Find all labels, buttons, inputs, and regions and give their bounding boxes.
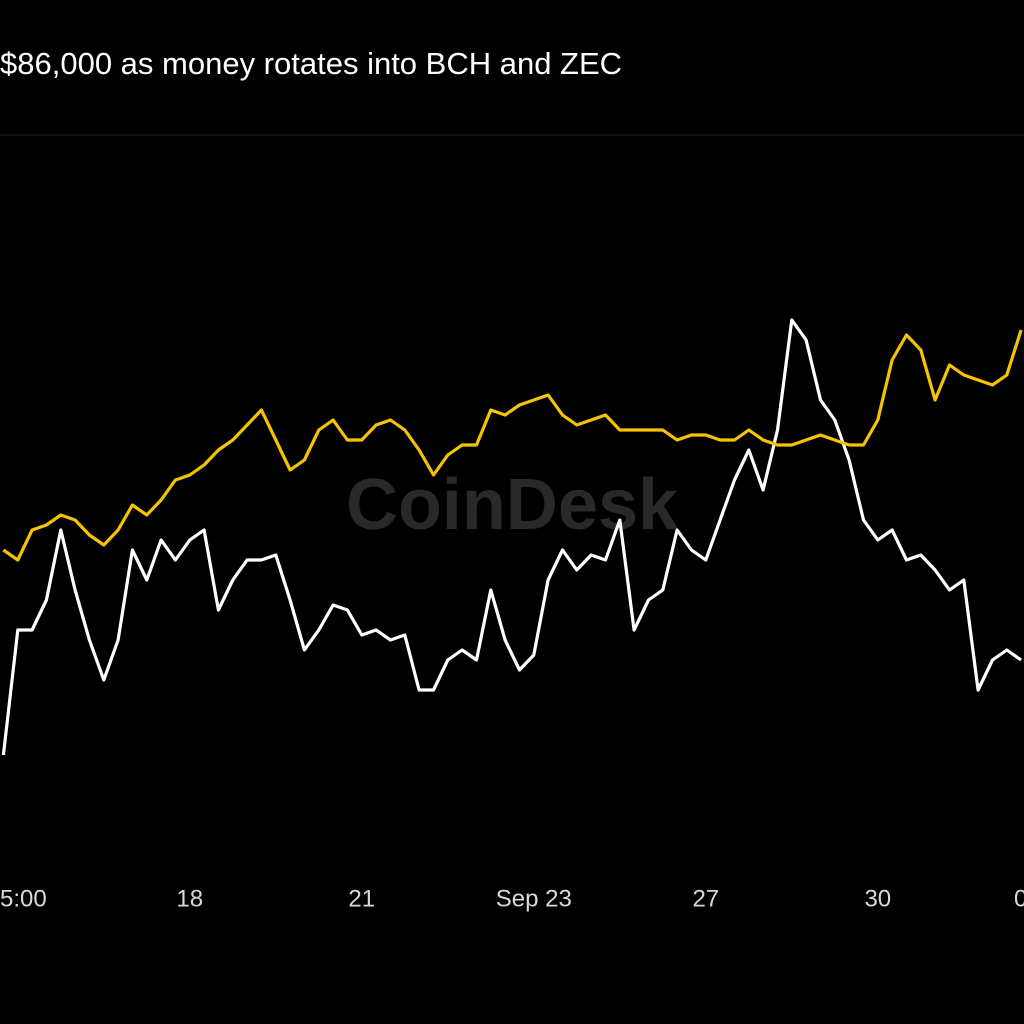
x-tick-label: 5:00 bbox=[0, 885, 47, 912]
watermark: CoinDesk bbox=[346, 465, 679, 545]
series-line bbox=[2, 329, 1023, 562]
x-tick-label: 21 bbox=[348, 885, 375, 912]
chart-title: $86,000 as money rotates into BCH and ZE… bbox=[0, 46, 622, 81]
x-tick-label: Sep 23 bbox=[496, 885, 572, 912]
series-line bbox=[1, 318, 1023, 756]
x-tick-label: 27 bbox=[692, 885, 719, 912]
x-tick-label: 30 bbox=[864, 885, 891, 912]
x-tick-label: 0 bbox=[1014, 885, 1024, 912]
x-tick-label: 18 bbox=[176, 885, 203, 912]
